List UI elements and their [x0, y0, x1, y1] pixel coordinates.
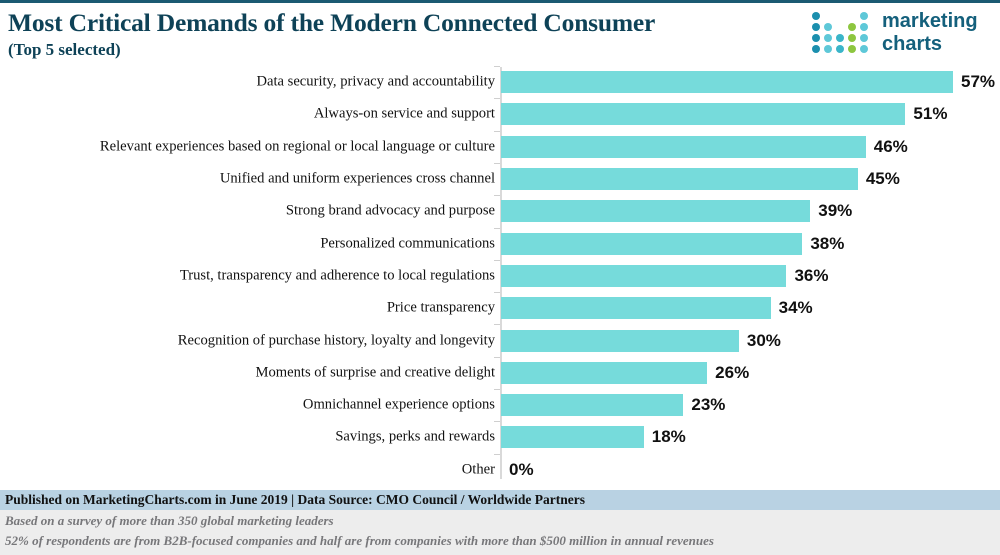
- category-label: Price transparency: [386, 299, 495, 316]
- bar-row: Data security, privacy and accountabilit…: [0, 66, 1000, 98]
- category-label: Data security, privacy and accountabilit…: [256, 73, 495, 90]
- bar-row: Savings, perks and rewards 18%: [0, 421, 1000, 453]
- logo-dot: [860, 23, 868, 31]
- logo-dot: [824, 34, 832, 42]
- bar[interactable]: [501, 200, 811, 223]
- axis-tick: [494, 162, 500, 164]
- bar-row: Always-on service and support 51%: [0, 98, 1000, 130]
- logo-dot: [860, 45, 868, 53]
- bar[interactable]: [501, 426, 644, 449]
- bar[interactable]: [501, 135, 866, 158]
- bar-value-label: 18%: [651, 427, 686, 447]
- bar-value-label: 57%: [961, 72, 996, 92]
- bar[interactable]: [501, 394, 684, 417]
- logo-line-2: charts: [882, 33, 943, 55]
- logo-dot-matrix-icon: [812, 12, 874, 58]
- footer-published-text: Published on MarketingCharts.com in June…: [5, 492, 585, 507]
- page-subtitle: (Top 5 selected): [8, 40, 121, 59]
- category-label: Savings, perks and rewards: [335, 428, 495, 445]
- bar[interactable]: [501, 264, 787, 287]
- bar-row: Personalized communications 38%: [0, 227, 1000, 260]
- bar-value-label: 26%: [715, 362, 750, 382]
- logo-dot: [824, 45, 832, 53]
- axis-tick: [494, 389, 500, 390]
- footer-note-1: Based on a survey of more than 350 globa…: [5, 513, 334, 528]
- bar[interactable]: [501, 361, 708, 384]
- axis-tick: [494, 130, 500, 132]
- axis-tick: [494, 98, 500, 100]
- axis-tick: [494, 292, 500, 294]
- category-label: Relevant experiences based on regional o…: [99, 138, 495, 155]
- footer-note-2: 52% of respondents are from B2B-focused …: [5, 533, 714, 548]
- bar-row: Unified and uniform experiences cross ch…: [0, 162, 1000, 195]
- axis-tick: [494, 356, 500, 358]
- bar-row: Omnichannel experience options 23%: [0, 389, 1000, 421]
- category-label: Personalized communications: [320, 235, 495, 252]
- bar-value-label: 46%: [873, 136, 908, 156]
- bar-row: Relevant experiences based on regional o…: [0, 130, 1000, 163]
- footer-source-band: Published on MarketingCharts.com in June…: [0, 490, 1000, 510]
- chart-footer: Published on MarketingCharts.com in June…: [0, 490, 1000, 555]
- axis-tick: [494, 227, 500, 229]
- category-label: Always-on service and support: [313, 105, 495, 122]
- category-label: Omnichannel experience options: [302, 396, 495, 413]
- axis-tick: [494, 259, 500, 261]
- logo-line-1: marketing: [882, 10, 978, 32]
- bar-value-label: 38%: [810, 233, 845, 253]
- bar-value-label: 51%: [913, 104, 948, 124]
- logo-dot: [812, 34, 820, 42]
- category-label: Moments of surprise and creative delight: [255, 364, 495, 381]
- bar-row: Strong brand advocacy and purpose 39%: [0, 195, 1000, 227]
- bar-row: Recognition of purchase history, loyalty…: [0, 324, 1000, 356]
- logo-dot: [812, 12, 820, 20]
- bar-value-label: 39%: [818, 201, 853, 221]
- footer-notes-band: Based on a survey of more than 350 globa…: [0, 510, 1000, 555]
- logo-dot: [860, 12, 868, 20]
- category-label: Recognition of purchase history, loyalty…: [177, 332, 495, 349]
- category-label: Other: [461, 461, 495, 478]
- chart-header: Most Critical Demands of the Modern Conn…: [0, 3, 1000, 65]
- bar-row: Price transparency 34%: [0, 292, 1000, 324]
- marketing-charts-logo: marketing charts: [812, 10, 997, 60]
- bar-row: Other 0%: [0, 453, 1000, 486]
- bar[interactable]: [501, 232, 803, 255]
- axis-tick: [494, 421, 500, 423]
- bar-row: Moments of surprise and creative delight…: [0, 356, 1000, 389]
- logo-dot: [860, 34, 868, 42]
- bar[interactable]: [501, 168, 858, 191]
- logo-dot: [836, 45, 844, 53]
- axis-tick: [494, 324, 500, 326]
- axis-tick: [494, 195, 500, 197]
- bar-chart: Data security, privacy and accountabilit…: [0, 65, 1000, 485]
- bar-row: Trust, transparency and adherence to loc…: [0, 259, 1000, 292]
- bar[interactable]: [501, 297, 771, 320]
- bar[interactable]: [501, 71, 953, 94]
- logo-dot: [824, 23, 832, 31]
- bar-value-label: 45%: [865, 169, 900, 189]
- bar-value-label: 30%: [746, 330, 781, 350]
- category-axis-line: [500, 67, 502, 479]
- logo-dot: [836, 34, 844, 42]
- bar[interactable]: [501, 329, 739, 352]
- logo-wordmark: marketing charts: [882, 10, 978, 56]
- bar[interactable]: [501, 103, 906, 126]
- logo-dot: [812, 45, 820, 53]
- bar-value-label: 36%: [794, 265, 829, 285]
- bar-value-label: 0%: [509, 459, 534, 479]
- logo-dot: [812, 23, 820, 31]
- category-label: Trust, transparency and adherence to loc…: [179, 267, 495, 284]
- category-label: Unified and uniform experiences cross ch…: [219, 170, 495, 187]
- axis-tick: [494, 66, 500, 67]
- category-label: Strong brand advocacy and purpose: [285, 202, 495, 219]
- logo-dot: [848, 45, 856, 53]
- axis-tick: [494, 453, 500, 455]
- logo-dot: [848, 34, 856, 42]
- bar-value-label: 23%: [691, 395, 726, 415]
- bar-value-label: 34%: [778, 298, 813, 318]
- page-title: Most Critical Demands of the Modern Conn…: [8, 8, 656, 37]
- logo-dot: [848, 23, 856, 31]
